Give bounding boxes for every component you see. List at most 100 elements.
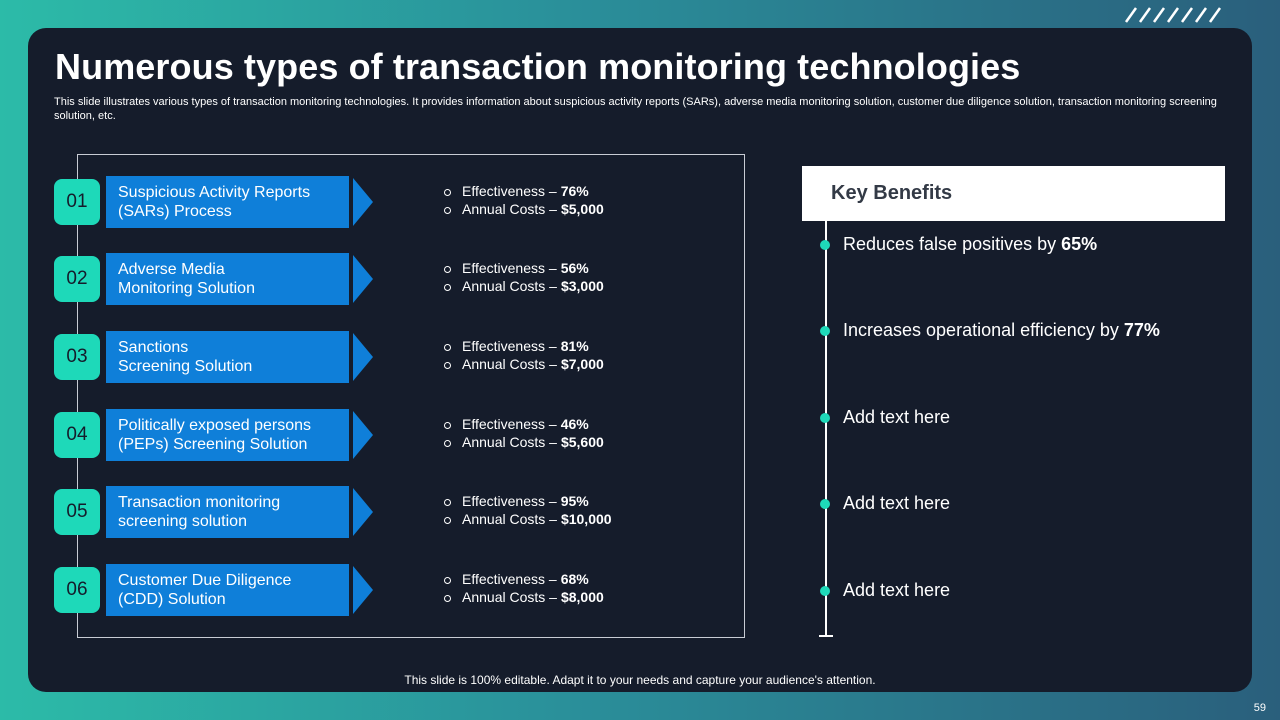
- annual-cost-stat: Annual Costs – $7,000: [444, 355, 604, 373]
- effectiveness-label: Effectiveness –: [462, 260, 557, 276]
- circle-outline-icon: [444, 421, 451, 429]
- circle-outline-icon: [444, 206, 451, 214]
- timeline-dot-icon: [820, 498, 830, 509]
- annual-cost-stat: Annual Costs – $5,600: [444, 433, 604, 451]
- effectiveness-value: 68%: [560, 571, 589, 587]
- annual-cost-label: Annual Costs –: [462, 356, 557, 372]
- chevron-right-icon: [353, 566, 373, 614]
- circle-outline-icon: [444, 498, 451, 506]
- page-subtitle: This slide illustrates various types of …: [54, 96, 1217, 122]
- chevron-right-icon: [353, 333, 373, 381]
- annual-cost-stat: Annual Costs – $5,000: [444, 200, 604, 218]
- row-number-badge: 03: [54, 334, 100, 380]
- circle-outline-icon: [444, 439, 451, 447]
- benefit-item: Add text here: [820, 580, 1220, 601]
- chevron-right-icon: [353, 255, 373, 303]
- technologies-box: [77, 154, 745, 638]
- effectiveness-stat: Effectiveness –56%: [444, 259, 604, 277]
- diagonal-slashes-icon: [1124, 6, 1224, 26]
- effectiveness-value: 76%: [560, 183, 589, 199]
- technology-stats: Effectiveness –81% Annual Costs – $7,000: [444, 337, 604, 373]
- technology-label: Transaction monitoring screening solutio…: [106, 486, 349, 538]
- page-number: 59: [1253, 702, 1266, 714]
- chevron-right-icon: [353, 488, 373, 536]
- technology-label: Adverse Media Monitoring Solution: [106, 253, 349, 305]
- effectiveness-stat: Effectiveness –68%: [444, 570, 604, 588]
- effectiveness-value: 81%: [560, 338, 589, 354]
- annual-cost-stat: Annual Costs – $3,000: [444, 277, 604, 295]
- technology-row: 01 Suspicious Activity Reports (SARs) Pro…: [54, 176, 734, 228]
- benefit-item: Reduces false positives by 65%: [820, 234, 1220, 255]
- page-title: Numerous types of transaction monitoring…: [55, 46, 1021, 87]
- circle-outline-icon: [444, 361, 451, 369]
- key-benefits-header: Key Benefits: [802, 166, 1225, 221]
- effectiveness-stat: Effectiveness –81%: [444, 337, 604, 355]
- technology-stats: Effectiveness –46% Annual Costs – $5,600: [444, 415, 604, 451]
- annual-cost-stat: Annual Costs – $8,000: [444, 588, 604, 606]
- benefit-value: 77%: [1123, 320, 1160, 340]
- benefit-text: Add text here: [843, 407, 951, 427]
- circle-outline-icon: [444, 516, 451, 524]
- technology-label: Politically exposed persons (PEPs) Scree…: [106, 409, 349, 461]
- slide-panel: Numerous types of transaction monitoring…: [28, 28, 1252, 692]
- benefit-item: Add text here: [820, 493, 1220, 514]
- circle-outline-icon: [444, 576, 451, 584]
- timeline-dot-icon: [820, 325, 830, 336]
- effectiveness-stat: Effectiveness –95%: [444, 492, 612, 510]
- annual-cost-value: $7,000: [560, 356, 604, 372]
- chevron-right-icon: [353, 411, 373, 459]
- annual-cost-value: $8,000: [560, 589, 604, 605]
- effectiveness-label: Effectiveness –: [462, 416, 557, 432]
- circle-outline-icon: [444, 188, 451, 196]
- timeline-end-cap: [819, 635, 833, 637]
- circle-outline-icon: [444, 343, 451, 351]
- effectiveness-value: 95%: [560, 493, 589, 509]
- technology-row: 03 Sanctions Screening Solution Effectiven…: [54, 331, 734, 383]
- annual-cost-value: $5,000: [560, 201, 604, 217]
- annual-cost-label: Annual Costs –: [462, 201, 557, 217]
- technology-row: 02 Adverse Media Monitoring Solution Effec…: [54, 253, 734, 305]
- technology-stats: Effectiveness –68% Annual Costs – $8,000: [444, 570, 604, 606]
- timeline-dot-icon: [820, 412, 830, 423]
- technology-label: Suspicious Activity Reports (SARs) Proce…: [106, 176, 349, 228]
- effectiveness-stat: Effectiveness –76%: [444, 182, 604, 200]
- timeline-dot-icon: [820, 585, 830, 596]
- technology-label: Sanctions Screening Solution: [106, 331, 349, 383]
- annual-cost-stat: Annual Costs – $10,000: [444, 510, 612, 528]
- benefit-item: Increases operational efficiency by 77%: [820, 320, 1220, 341]
- circle-outline-icon: [444, 265, 451, 273]
- technology-stats: Effectiveness –95% Annual Costs – $10,000: [444, 492, 612, 528]
- technology-row: 04 Politically exposed persons (PEPs) Scr…: [54, 409, 734, 461]
- technology-row: 06 Customer Due Diligence (CDD) Solution E…: [54, 564, 734, 616]
- effectiveness-label: Effectiveness –: [462, 571, 557, 587]
- effectiveness-label: Effectiveness –: [462, 183, 557, 199]
- technology-row: 05 Transaction monitoring screening solut…: [54, 486, 734, 538]
- annual-cost-label: Annual Costs –: [462, 434, 557, 450]
- benefit-text: Reduces false positives by: [843, 234, 1057, 254]
- effectiveness-value: 46%: [560, 416, 589, 432]
- row-number-badge: 01: [54, 179, 100, 225]
- annual-cost-label: Annual Costs –: [462, 511, 557, 527]
- benefit-item: Add text here: [820, 407, 1220, 428]
- row-number-badge: 06: [54, 567, 100, 613]
- benefit-text: Add text here: [843, 493, 951, 513]
- effectiveness-stat: Effectiveness –46%: [444, 415, 604, 433]
- footer-note: This slide is 100% editable. Adapt it to…: [404, 673, 876, 687]
- annual-cost-value: $10,000: [560, 511, 612, 527]
- annual-cost-value: $5,600: [560, 434, 604, 450]
- benefit-text: Add text here: [843, 580, 951, 600]
- effectiveness-value: 56%: [560, 260, 589, 276]
- annual-cost-label: Annual Costs –: [462, 589, 557, 605]
- effectiveness-label: Effectiveness –: [462, 338, 557, 354]
- row-number-badge: 02: [54, 256, 100, 302]
- benefit-text: Increases operational efficiency by: [843, 320, 1119, 340]
- circle-outline-icon: [444, 283, 451, 291]
- timeline-dot-icon: [820, 239, 830, 250]
- technology-stats: Effectiveness –56% Annual Costs – $3,000: [444, 259, 604, 295]
- row-number-badge: 04: [54, 412, 100, 458]
- timeline-line: [825, 221, 827, 636]
- row-number-badge: 05: [54, 489, 100, 535]
- technology-label: Customer Due Diligence (CDD) Solution: [106, 564, 349, 616]
- annual-cost-label: Annual Costs –: [462, 278, 557, 294]
- chevron-right-icon: [353, 178, 373, 226]
